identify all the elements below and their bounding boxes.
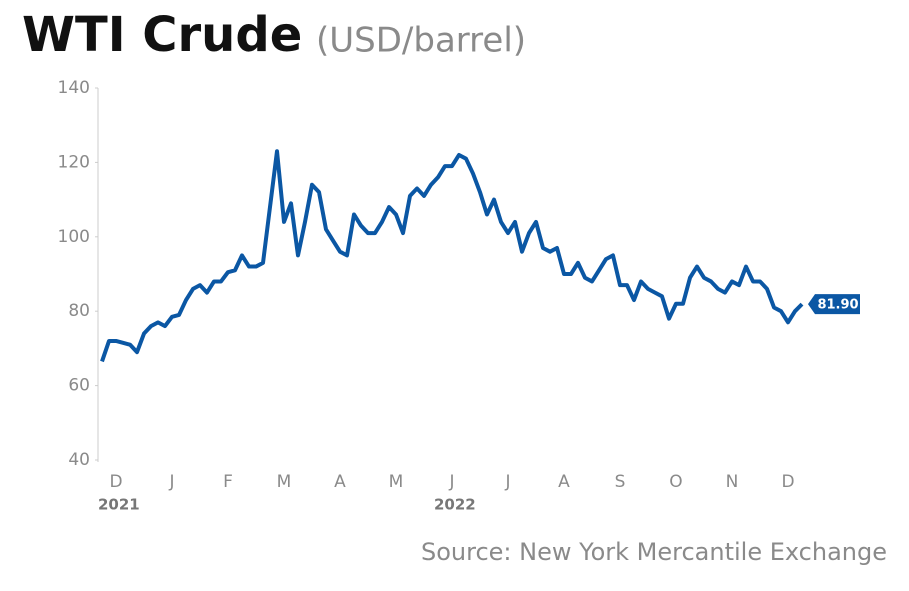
x-tick-label: O [669,472,682,492]
x-tick-label: D [781,472,794,492]
x-tick-label: A [558,472,570,492]
y-tick-label: 120 [58,152,90,172]
x-group-label: 2022 [434,496,476,514]
x-tick-label: M [389,472,404,492]
y-tick-label: 80 [68,301,90,321]
x-tick-label: F [223,472,233,492]
y-tick-label: 40 [68,450,90,470]
x-tick-label: J [448,472,454,492]
x-tick-label: J [504,472,510,492]
end-label-box [808,294,860,315]
chart-title: WTI Crude [22,7,302,63]
chart-subtitle: (USD/barrel) [316,21,526,61]
x-group-label: 2021 [98,496,140,514]
x-tick-label: S [615,472,626,492]
x-tick-label: J [168,472,174,492]
end-label: 81.90 [817,298,858,313]
price-line [100,149,804,363]
x-tick-label: A [334,472,346,492]
y-tick-label: 100 [58,227,90,247]
y-tick-label: 60 [68,376,90,396]
x-tick-label: D [109,472,122,492]
source-note: Source: New York Mercantile Exchange [421,538,887,566]
x-tick-label: M [277,472,292,492]
x-tick-label: N [726,472,739,492]
y-tick-label: 140 [58,78,90,98]
